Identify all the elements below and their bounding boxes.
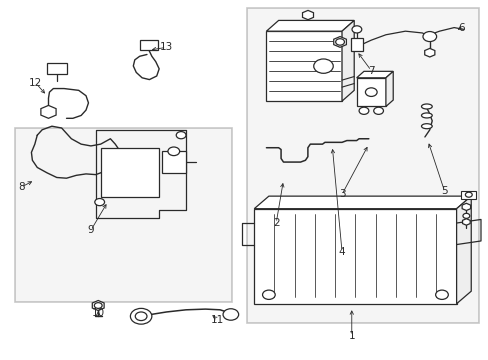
Ellipse shape — [421, 104, 431, 109]
Bar — [254, 209, 456, 304]
Circle shape — [358, 107, 368, 114]
Polygon shape — [266, 21, 353, 31]
Circle shape — [313, 59, 332, 73]
Bar — [140, 40, 158, 50]
Text: 9: 9 — [87, 225, 94, 235]
Circle shape — [351, 26, 361, 33]
Polygon shape — [341, 21, 353, 101]
Circle shape — [335, 39, 344, 45]
Circle shape — [462, 213, 469, 219]
Polygon shape — [385, 71, 392, 107]
Bar — [101, 148, 159, 197]
Ellipse shape — [421, 124, 431, 129]
Circle shape — [435, 290, 447, 300]
Polygon shape — [356, 71, 392, 78]
Circle shape — [422, 32, 436, 41]
Circle shape — [223, 309, 238, 320]
Text: 7: 7 — [367, 66, 374, 76]
Text: 6: 6 — [457, 23, 464, 33]
Circle shape — [95, 198, 104, 206]
Circle shape — [365, 88, 376, 96]
Bar — [15, 128, 232, 302]
Circle shape — [94, 303, 102, 309]
Bar — [246, 8, 478, 323]
Text: 3: 3 — [338, 189, 345, 199]
Bar — [350, 39, 362, 51]
Text: 5: 5 — [440, 186, 447, 196]
Text: 1: 1 — [348, 331, 354, 341]
Polygon shape — [254, 196, 470, 209]
Ellipse shape — [421, 113, 431, 118]
Bar — [461, 191, 475, 199]
Text: 4: 4 — [338, 247, 345, 257]
Text: 11: 11 — [211, 315, 224, 325]
Polygon shape — [456, 196, 470, 304]
Circle shape — [465, 192, 471, 197]
Text: 10: 10 — [91, 308, 104, 318]
Bar — [161, 151, 185, 173]
Bar — [266, 31, 341, 101]
Bar — [356, 78, 385, 107]
Text: 8: 8 — [18, 182, 24, 192]
Bar — [47, 63, 66, 74]
Circle shape — [373, 107, 383, 114]
Text: 13: 13 — [160, 42, 173, 52]
Circle shape — [262, 290, 275, 300]
Circle shape — [130, 309, 152, 324]
Circle shape — [135, 312, 147, 320]
Text: 2: 2 — [272, 218, 279, 228]
Text: 12: 12 — [29, 78, 42, 88]
Circle shape — [167, 147, 179, 156]
Circle shape — [176, 132, 185, 139]
